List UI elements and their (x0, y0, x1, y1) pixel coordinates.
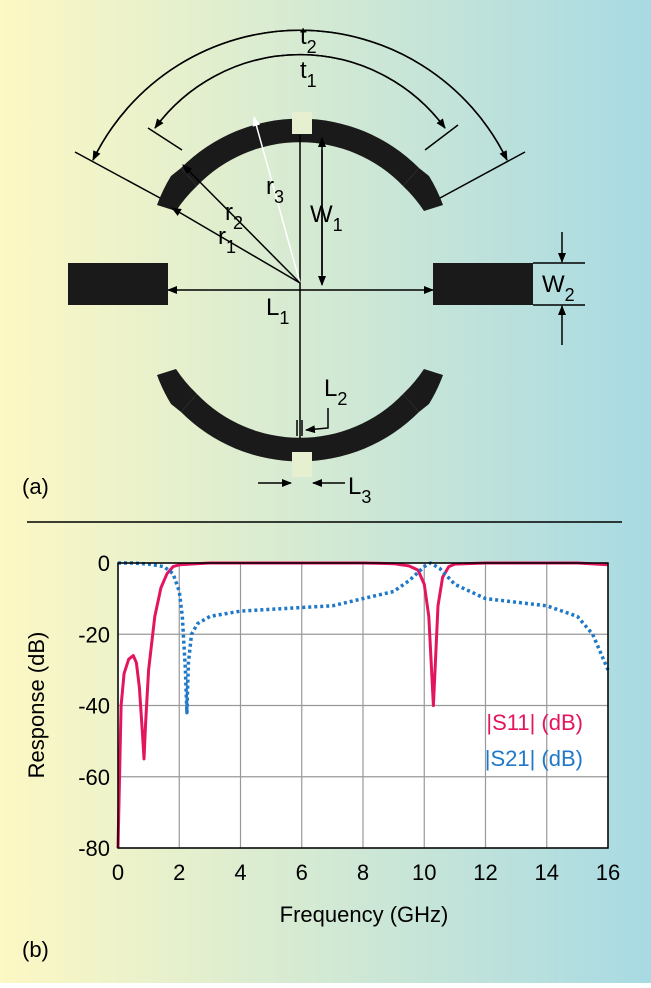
x-tick-label: 2 (173, 860, 185, 885)
dimension-label: t1 (300, 57, 317, 91)
x-axis-label: Frequency (GHz) (280, 902, 449, 927)
x-tick-label: 10 (412, 860, 436, 885)
label-sub: 2 (565, 285, 575, 305)
upper-arc (181, 118, 419, 186)
panel-label: (b) (22, 937, 49, 962)
upper-arc-end (157, 168, 197, 211)
label-main: r (266, 173, 274, 200)
dimension-label: r1 (218, 223, 236, 257)
label-main: W (310, 201, 333, 228)
label-sub: 2 (233, 213, 243, 233)
x-tick-label: 8 (357, 860, 369, 885)
ext-line (74, 151, 161, 199)
x-tick-label: 6 (296, 860, 308, 885)
lower-arc-end (403, 369, 443, 412)
y-tick-label: -80 (78, 836, 110, 861)
y-axis-label: Response (dB) (24, 632, 49, 779)
label-main: t (300, 23, 307, 50)
label-main: L (324, 375, 337, 402)
lower-arc (181, 394, 419, 462)
feed-line (68, 263, 168, 305)
y-tick-label: -40 (78, 694, 110, 719)
t1-arc (154, 53, 446, 129)
dimension-label: W2 (542, 271, 575, 305)
slot (292, 452, 312, 477)
ext-line (439, 151, 526, 199)
x-tick-label: 0 (112, 860, 124, 885)
x-tick-label: 14 (535, 860, 559, 885)
x-tick-label: 12 (473, 860, 497, 885)
radius (252, 116, 301, 284)
label-main: W (542, 271, 565, 298)
label-main: L (266, 294, 279, 321)
dimension-label: r2 (225, 199, 243, 233)
dimension-label: r3 (266, 173, 284, 207)
legend-entry: |S11| (dB) (486, 710, 583, 735)
label-main: r (218, 223, 226, 250)
slot (292, 112, 312, 134)
label-sub: 2 (337, 389, 347, 409)
y-tick-label: -20 (78, 622, 110, 647)
dimension-label: W1 (310, 201, 343, 235)
ext-line (147, 127, 183, 151)
dim-line (305, 408, 329, 434)
dimension-label: t2 (300, 23, 317, 57)
x-tick-label: 4 (234, 860, 246, 885)
series-line (118, 561, 610, 715)
radius (171, 207, 301, 284)
dimensions (74, 29, 585, 487)
dimension-label: L3 (348, 473, 371, 507)
y-tick-label: 0 (98, 551, 110, 576)
feed-line (433, 263, 533, 305)
y-tick-label: -60 (78, 765, 110, 790)
label-sub: 3 (361, 487, 371, 507)
label-sub: 3 (274, 187, 284, 207)
label-sub: 1 (279, 308, 289, 328)
dimension-label: L1 (266, 294, 289, 328)
label-main: t (300, 57, 307, 84)
legend-entry: |S21| (dB) (485, 746, 583, 771)
label-sub: 1 (333, 215, 343, 235)
label-sub: 1 (226, 237, 236, 257)
t2-arc (92, 29, 508, 161)
upper-arc-end (403, 168, 443, 211)
x-tick-label: 16 (596, 860, 620, 885)
label-main: r (225, 199, 233, 226)
diagram (68, 112, 533, 477)
lower-arc-end (157, 369, 197, 412)
panel-label: (a) (22, 474, 49, 499)
label-sub: 2 (307, 37, 317, 57)
label-main: L (348, 473, 361, 500)
dimension-label: L2 (324, 375, 347, 409)
plot-frame (117, 562, 609, 849)
label-sub: 1 (307, 71, 317, 91)
radius (182, 164, 301, 284)
ext-line (424, 124, 459, 151)
